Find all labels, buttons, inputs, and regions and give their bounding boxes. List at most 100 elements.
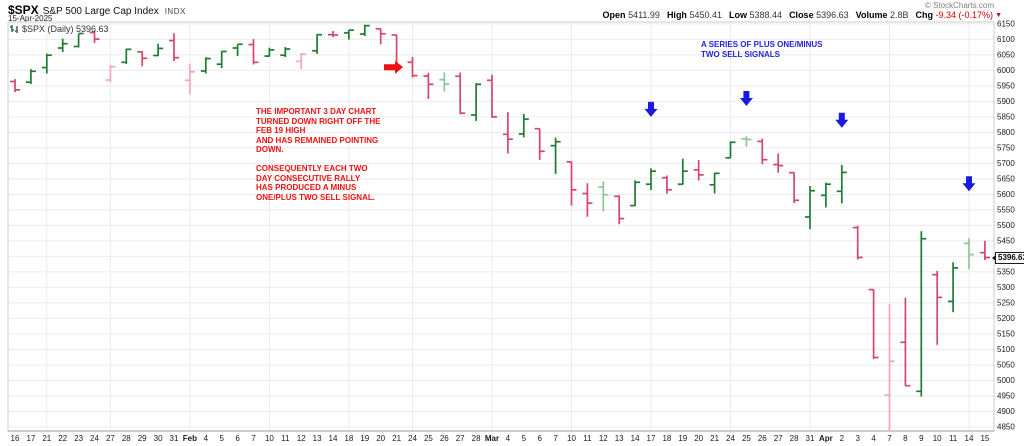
ohlc-bar — [248, 39, 259, 65]
svg-text:31: 31 — [806, 434, 815, 443]
svg-text:10: 10 — [265, 434, 274, 443]
ohlc-bar — [709, 172, 720, 194]
ohlc-bar — [184, 63, 195, 95]
ohlc-bar — [232, 43, 243, 57]
svg-text:4: 4 — [506, 434, 511, 443]
svg-text:18: 18 — [344, 434, 353, 443]
svg-text:5250: 5250 — [997, 298, 1015, 307]
ohlc-bar — [932, 271, 943, 345]
sell-signal-down-arrow-icon — [739, 91, 753, 107]
svg-text:24: 24 — [90, 434, 99, 443]
svg-text:14: 14 — [329, 434, 338, 443]
ohlc-bar — [169, 33, 179, 62]
ohlc-bar — [518, 113, 529, 138]
exchange-tag: INDX — [164, 7, 186, 16]
svg-text:9: 9 — [919, 434, 924, 443]
copyright-link[interactable]: © StockCharts.com — [924, 1, 994, 10]
ohlc-bar — [805, 186, 815, 230]
ohlc-bar — [598, 181, 609, 212]
ohlc-bar — [534, 127, 545, 160]
ticker-header: $SPX S&P 500 Large Cap Index INDX — [8, 1, 186, 19]
ohlc-bar — [487, 74, 497, 118]
volume-value: 2.8B — [890, 10, 909, 20]
svg-text:16: 16 — [11, 434, 20, 443]
svg-text:23: 23 — [74, 434, 83, 443]
y-axis-labels: 4850 4900 4950 5000 5050 5100 5150 5200 5250 5300… — [997, 19, 1015, 431]
svg-text:5900: 5900 — [997, 97, 1015, 106]
svg-text:24: 24 — [408, 434, 417, 443]
svg-text:11: 11 — [583, 434, 592, 443]
svg-text:19: 19 — [678, 434, 687, 443]
ohlc-bar — [916, 231, 927, 397]
svg-text:5550: 5550 — [997, 205, 1015, 214]
svg-text:10: 10 — [933, 434, 942, 443]
ohlc-bar — [789, 171, 800, 204]
ohlc-bar — [312, 33, 323, 54]
ohlc-bar — [375, 27, 386, 45]
ohlc-bar — [614, 195, 625, 225]
chart-title-overlay: $SPX (Daily) 5396.63 — [10, 24, 109, 35]
ohlc-bar — [566, 160, 577, 206]
ohlc-bar — [900, 297, 911, 387]
svg-text:5650: 5650 — [997, 174, 1015, 183]
svg-text:Mar: Mar — [485, 434, 499, 443]
svg-text:7: 7 — [553, 434, 558, 443]
svg-text:5700: 5700 — [997, 159, 1015, 168]
svg-text:11: 11 — [281, 434, 290, 443]
svg-text:30: 30 — [154, 434, 163, 443]
svg-text:6050: 6050 — [997, 50, 1015, 59]
chart-date: 15-Apr-2025 — [8, 14, 53, 23]
ohlc-bar — [57, 38, 68, 53]
svg-text:7: 7 — [887, 434, 892, 443]
ohlc-bar — [455, 72, 466, 115]
svg-text:3: 3 — [855, 434, 860, 443]
svg-text:28: 28 — [790, 434, 799, 443]
sell-signal-down-arrow-icon — [644, 101, 658, 117]
ohlc-bar — [264, 47, 275, 57]
ohlc-bar — [89, 30, 100, 44]
quote-bar: Open 5411.99 High 5450.41 Low 5388.44 Close… — [596, 10, 1002, 20]
svg-text:6100: 6100 — [997, 35, 1015, 44]
ohlc-bar — [820, 182, 831, 208]
svg-text:Apr: Apr — [819, 434, 833, 443]
ohlc-bar — [852, 225, 863, 260]
gridlines — [8, 22, 994, 431]
svg-text:5450: 5450 — [997, 236, 1015, 245]
ohlc-bar — [73, 32, 84, 48]
ohlc-bar — [280, 47, 291, 57]
ohlc-bar — [471, 83, 482, 121]
svg-text:5950: 5950 — [997, 81, 1015, 90]
svg-text:21: 21 — [710, 434, 719, 443]
svg-text:7: 7 — [251, 434, 256, 443]
current-price-tag: 5396.63 — [992, 251, 1024, 264]
svg-text:6: 6 — [235, 434, 240, 443]
ohlc-bar — [884, 304, 895, 431]
ohlc-bar — [725, 141, 736, 159]
svg-text:4900: 4900 — [997, 407, 1015, 416]
svg-text:17: 17 — [26, 434, 35, 443]
ohlc-bar — [25, 69, 36, 84]
ohlc-bar — [296, 53, 307, 70]
svg-text:5800: 5800 — [997, 128, 1015, 137]
svg-text:5850: 5850 — [997, 112, 1015, 121]
plot-border — [7, 21, 995, 432]
ohlc-bar — [216, 50, 227, 69]
ohlc-bar — [41, 53, 52, 74]
svg-text:11: 11 — [949, 434, 958, 443]
svg-text:5050: 5050 — [997, 361, 1015, 370]
svg-text:28: 28 — [472, 434, 481, 443]
svg-text:5750: 5750 — [997, 143, 1015, 152]
ohlc-bar — [423, 72, 434, 99]
ohlc-bar — [964, 238, 974, 270]
svg-text:14: 14 — [965, 434, 974, 443]
ticker-symbol: $SPX — [8, 3, 39, 17]
svg-text:4: 4 — [871, 434, 876, 443]
ohlc-bar — [105, 64, 116, 83]
sell-signal-down-arrow-icon — [835, 112, 849, 128]
svg-text:21: 21 — [42, 434, 51, 443]
svg-text:4: 4 — [204, 434, 209, 443]
svg-text:6: 6 — [537, 434, 542, 443]
ohlc-bar — [328, 31, 338, 38]
